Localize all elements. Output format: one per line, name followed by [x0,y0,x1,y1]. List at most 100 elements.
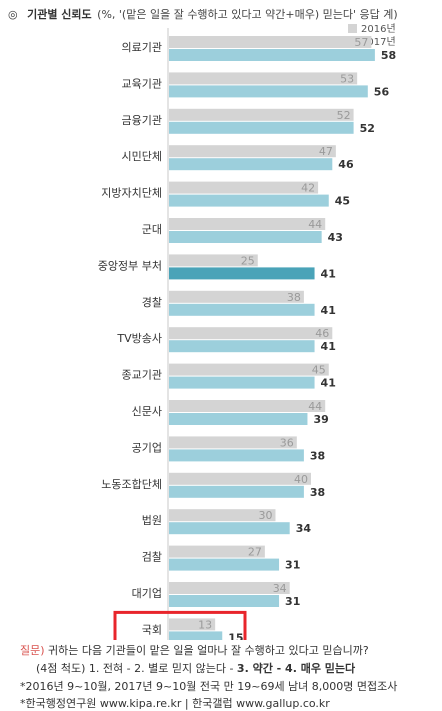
bar-2017-노동조합단체 [169,485,304,498]
value-label-2016-군대: 44 [308,218,322,231]
category-label-공기업: 공기업 [132,441,162,454]
legend-swatch-2016년 [348,24,357,33]
title-bullet: ◎ [8,8,18,21]
value-label-2016-공기업: 36 [280,436,294,449]
value-label-2016-종교기관: 45 [312,364,326,377]
category-label-법원: 법원 [142,514,162,527]
bar-2017-금융기관 [169,121,354,134]
bar-2017-군대 [169,231,322,243]
category-label-중앙정부-부처: 중앙정부 부처 [98,259,162,272]
survey-question: 질문) 귀하는 다음 기관들이 맡은 일을 얼마나 잘 수행하고 있다고 믿습니… [20,642,369,658]
bar-2016-노동조합단체 [169,472,311,485]
bar-2016-신문사 [169,400,326,412]
value-label-2016-금융기관: 52 [337,109,351,122]
value-label-2017-금융기관: 52 [360,122,375,135]
legend-label-2016년: 2016년 [361,23,396,35]
survey-scale: (4점 척도) 1. 전혀 - 2. 별로 믿지 않는다 - 3. 약간 - 4… [20,660,355,676]
value-label-2016-검찰: 27 [248,546,262,559]
value-label-2017-경찰: 41 [321,304,336,317]
category-label-TV방송사: TV방송사 [116,332,162,345]
bar-2017-종교기관 [169,376,315,389]
bar-2017-교육기관 [169,85,368,98]
bar-2017-의료기관 [169,49,375,61]
bar-2016-경찰 [169,290,304,303]
category-label-지방자치단체: 지방자치단체 [101,187,162,200]
chart-title: 기관별 신뢰도 [27,8,92,21]
chart-subtitle: (%, '(맡은 일을 잘 수행하고 있다고 약간+매우) 믿는다' 응답 계) [97,8,398,21]
survey-note-method: *2016년 9~10월, 2017년 9~10월 전국 만 19~69세 남녀… [20,680,398,693]
value-label-2017-검찰: 31 [285,559,300,572]
value-label-2016-시민단체: 47 [319,145,333,158]
bar-2017-신문사 [169,413,308,425]
value-label-2016-지방자치단체: 42 [301,182,315,195]
bar-2017-공기업 [169,449,304,462]
value-label-2017-시민단체: 46 [338,158,354,171]
value-label-2017-신문사: 39 [313,413,328,426]
bar-2017-TV방송사 [169,340,315,353]
bar-2017-경찰 [169,303,315,316]
value-label-2016-신문사: 44 [308,400,322,413]
bar-2017-지방자치단체 [169,194,329,207]
value-label-2016-경찰: 38 [287,291,301,304]
bar-2016-법원 [169,509,276,522]
bar-2017-국회 [169,631,223,640]
bar-2017-시민단체 [169,158,333,171]
value-label-2017-TV방송사: 41 [321,340,336,353]
bar-2016-대기업 [169,582,290,594]
bar-2016-종교기관 [169,363,329,376]
value-label-2017-지방자치단체: 45 [335,195,350,208]
value-label-2017-법원: 34 [296,522,312,535]
category-label-대기업: 대기업 [132,587,162,600]
value-label-2017-종교기관: 41 [321,377,336,390]
bar-2017-법원 [169,522,290,535]
category-label-시민단체: 시민단체 [122,150,162,163]
value-label-2017-군대: 43 [328,231,343,244]
scale-prefix: (4점 척도) 1. 전혀 - 2. 별로 믿지 않는다 - [36,662,237,675]
bar-2016-의료기관 [169,36,372,48]
bar-2017-대기업 [169,595,280,607]
bar-2017-중앙정부-부처 [169,267,315,280]
bar-2016-시민단체 [169,145,336,158]
question-text: 귀하는 다음 기관들이 맡은 일을 얼마나 잘 수행하고 있다고 믿습니까? [44,644,369,657]
question-prefix: 질문) [20,644,45,657]
bar-2016-국회 [169,618,216,631]
bar-2016-공기업 [169,436,297,449]
value-label-2017-의료기관: 58 [381,49,396,62]
category-label-군대: 군대 [142,223,162,236]
value-label-2017-교육기관: 56 [374,85,390,98]
category-label-국회: 국회 [142,623,162,636]
category-label-노동조합단체: 노동조합단체 [101,478,162,491]
category-label-교육기관: 교육기관 [122,77,162,90]
value-label-2017-대기업: 31 [285,595,300,608]
category-label-금융기관: 금융기관 [122,114,162,127]
value-label-2016-노동조합단체: 40 [294,473,308,486]
value-label-2017-공기업: 38 [310,449,325,462]
bar-2016-교육기관 [169,72,358,85]
value-label-2016-국회: 13 [198,618,212,631]
category-label-신문사: 신문사 [132,405,162,418]
value-label-2016-대기업: 34 [273,582,287,595]
category-label-경찰: 경찰 [142,296,162,309]
bar-2016-지방자치단체 [169,181,319,194]
survey-note-source: *한국행정연구원 www.kipa.re.kr | 한국갤럽 www.gallu… [20,697,330,710]
bar-2017-검찰 [169,558,280,571]
value-label-2016-TV방송사: 46 [315,327,329,340]
category-label-의료기관: 의료기관 [122,41,162,54]
bar-2016-TV방송사 [169,327,333,340]
chart-header: ◎ 기관별 신뢰도 (%, '(맡은 일을 잘 수행하고 있다고 약간+매우) … [8,6,398,22]
value-label-2016-교육기관: 53 [340,72,354,85]
bar-2016-군대 [169,218,326,230]
value-label-2017-국회: 15 [228,631,243,640]
value-label-2017-중앙정부-부처: 41 [321,267,336,280]
category-label-종교기관: 종교기관 [122,369,162,382]
highlight-box-국회 [113,610,247,640]
value-label-2016-법원: 30 [259,509,273,522]
scale-bold: 3. 약간 - 4. 매우 믿는다 [236,662,356,675]
category-label-검찰: 검찰 [142,551,162,564]
bar-2016-금융기관 [169,108,354,121]
bar-2016-검찰 [169,545,265,558]
value-label-2016-중앙정부-부처: 25 [241,254,255,267]
bar-2016-중앙정부-부처 [169,254,258,267]
value-label-2016-의료기관: 57 [354,36,368,49]
